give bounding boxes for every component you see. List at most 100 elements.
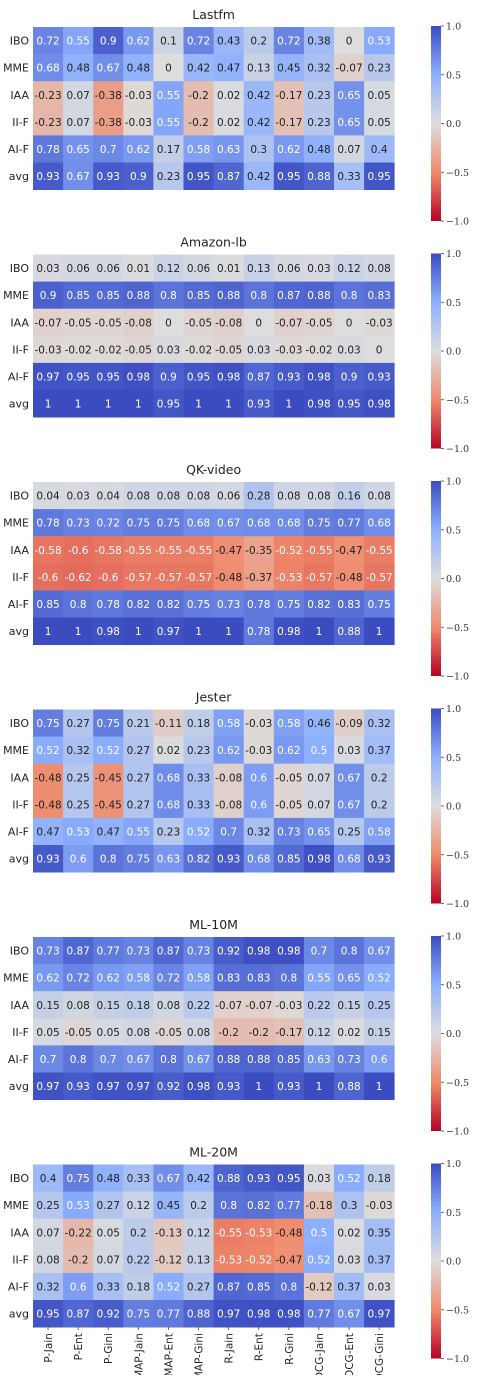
cell-value-label: 0.33 [337,171,360,183]
cell-value-label: -0.48 [275,1227,302,1239]
cell-value-label: 0.02 [157,745,180,757]
cell-value-label: 0.06 [277,263,301,275]
cell-value-label: 0.4 [40,1173,57,1185]
cell-value-label: 0.33 [97,1281,120,1293]
colorbar [431,253,441,449]
cell-value-label: 0.97 [36,1081,59,1093]
heatmap-cell [213,964,245,992]
cell-value-label: -0.05 [125,344,152,356]
cell-value-label: -0.48 [215,572,242,584]
heatmap-cell [153,281,184,310]
cell-value-label: 0.8 [280,973,297,985]
heatmap-cell [93,590,124,618]
heatmap-cell [93,709,124,737]
cell-value-label: 0.75 [97,718,120,730]
heatmap-cell [364,563,395,591]
cell-value-label: 0.18 [187,718,210,730]
cell-value-label: 0.32 [247,826,270,838]
cell-value-label: 0.68 [36,63,59,75]
heatmap-cell [273,790,305,819]
heatmap-cell [123,281,154,310]
heatmap-cell [33,509,64,537]
heatmap-cell [123,1164,154,1192]
heatmap-cell [153,1045,184,1073]
heatmap-cell [183,1045,214,1073]
heatmap-cell [273,1045,305,1073]
heatmap-cell [63,991,94,1019]
heatmap-cell [123,254,154,282]
heatmap-cell [273,563,305,591]
cell-value-label: -0.2 [218,1027,239,1039]
cell-value-label: -0.05 [215,344,242,356]
cell-value-label: 0.53 [66,1200,89,1212]
heatmap-cell [33,964,64,992]
heatmap-cell [334,54,365,82]
row-label: IBO [10,35,30,48]
cell-value-label: 0.02 [217,117,240,129]
cell-value-label: 0.8 [341,946,358,958]
cell-value-label: 0.98 [307,399,330,411]
heatmap-cell [93,390,124,418]
cell-value-label: 0.02 [337,1027,360,1039]
cell-value-label: -0.48 [335,572,362,584]
cell-value-label: 0.33 [187,772,210,784]
heatmap-cell [93,763,124,792]
heatmap-cell [364,27,395,55]
cell-value-label: 0.37 [337,1281,360,1293]
cell-value-label: 0.95 [187,371,210,383]
colorbar-tick-label: 0.0 [446,1029,461,1040]
cell-value-label: 0.93 [367,854,390,866]
row-label: IBO [10,717,30,730]
colorbar-tick-label: 0.0 [446,119,461,130]
cell-value-label: 0.72 [187,36,210,48]
cell-value-label: 0.45 [157,1200,180,1212]
heatmap-cell [303,964,335,992]
heatmap-cell [364,590,395,618]
heatmap-cell [213,536,245,564]
heatmap-cell [364,482,395,510]
heatmap-cell [364,617,395,645]
cell-value-label: 0.75 [127,854,150,866]
heatmap-cell [243,509,275,537]
heatmap-cell [153,162,184,190]
cell-value-label: 0.58 [187,973,210,985]
heatmap-cell [123,1300,154,1328]
heatmap-cell [33,1300,64,1328]
heatmap-cell [183,81,214,109]
heatmap-cell [213,135,245,163]
cell-value-label: 0.21 [127,718,150,730]
heatmap-cell [123,1045,154,1073]
cell-value-label: 0.93 [277,1081,300,1093]
cell-value-label: 0.98 [247,1309,270,1321]
row-label: AI-F [8,598,29,611]
cell-value-label: 0.23 [367,63,390,75]
heatmap-cell [364,54,395,82]
cell-value-label: 0.42 [247,171,270,183]
cell-value-label: 0.2 [190,1200,207,1212]
colorbar-tick-label: 1.0 [446,704,461,715]
heatmap-cell [123,845,154,873]
heatmap-cell [364,335,395,364]
heatmap-cell [213,991,245,1019]
heatmap-cell [273,617,305,645]
heatmap-cell [364,362,395,391]
heatmap-cell [243,563,275,591]
heatmap-cell [153,27,184,55]
cell-value-label: 0.88 [127,290,150,302]
heatmap-cell [123,736,154,765]
cell-value-label: 0.75 [36,718,59,730]
cell-value-label: 0.05 [97,1027,120,1039]
heatmap-cell [243,362,275,391]
cell-value-label: 0.75 [66,1173,89,1185]
heatmap-cell [334,308,365,337]
cell-value-label: 1 [286,399,293,411]
heatmap-cell [243,1218,275,1247]
row-label: II-F [12,798,29,811]
heatmap-cell [303,1272,335,1301]
cell-value-label: 0.43 [217,36,240,48]
heatmap-cell [183,27,214,55]
heatmap-cell [243,135,275,163]
cell-value-label: 0.63 [307,1054,330,1066]
cell-value-label: 0.08 [157,1000,180,1012]
cell-value-label: -0.53 [275,572,302,584]
